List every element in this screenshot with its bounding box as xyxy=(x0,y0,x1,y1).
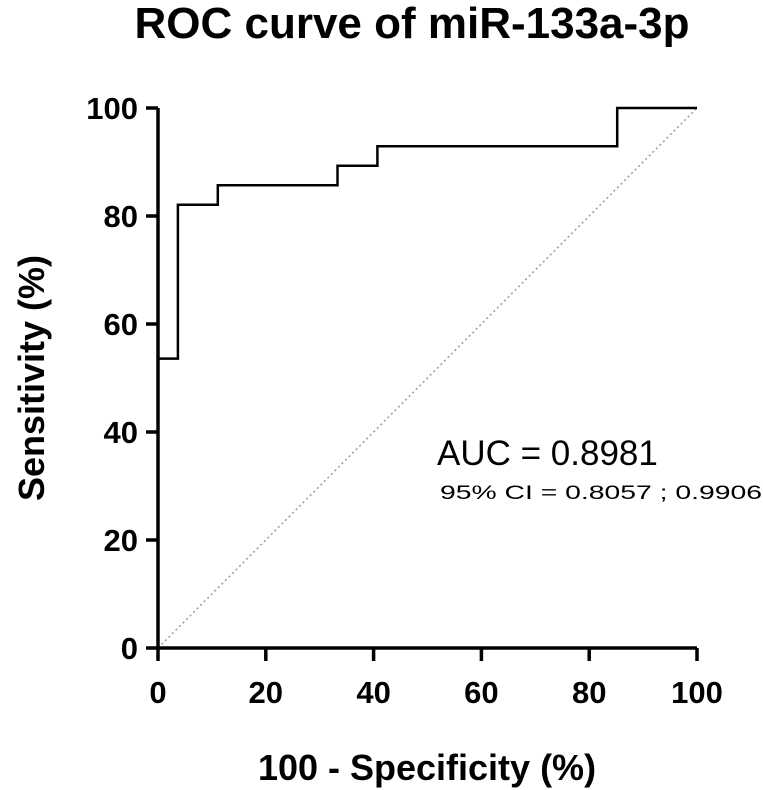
y-tick-label: 80 xyxy=(104,199,138,234)
y-tick-label: 0 xyxy=(121,631,138,666)
roc-curve xyxy=(156,106,697,648)
y-axis-ticks: 0 20 40 60 80 100 xyxy=(86,91,158,666)
x-tick-label: 100 xyxy=(671,675,723,710)
y-axis-label: Sensitivity (%) xyxy=(11,255,52,501)
x-axis-ticks: 0 20 40 60 80 100 xyxy=(149,648,723,710)
reference-diagonal xyxy=(157,107,698,649)
auc-annotation: AUC = 0.8981 xyxy=(437,434,658,473)
x-axis-label: 100 - Specificity (%) xyxy=(258,747,596,788)
x-tick-label: 20 xyxy=(249,675,283,710)
x-tick-label: 40 xyxy=(356,675,390,710)
x-tick-label: 0 xyxy=(149,675,166,710)
y-tick-label: 40 xyxy=(104,415,138,450)
chart-title: ROC curve of miR-133a-3p xyxy=(134,0,689,48)
x-tick-label: 80 xyxy=(572,675,606,710)
y-tick-label: 20 xyxy=(104,523,138,558)
ci-annotation: 95% CI = 0.8057 ; 0.9906 xyxy=(440,483,762,504)
x-tick-label: 60 xyxy=(464,675,498,710)
y-tick-label: 60 xyxy=(104,307,138,342)
y-tick-label: 100 xyxy=(86,91,138,126)
